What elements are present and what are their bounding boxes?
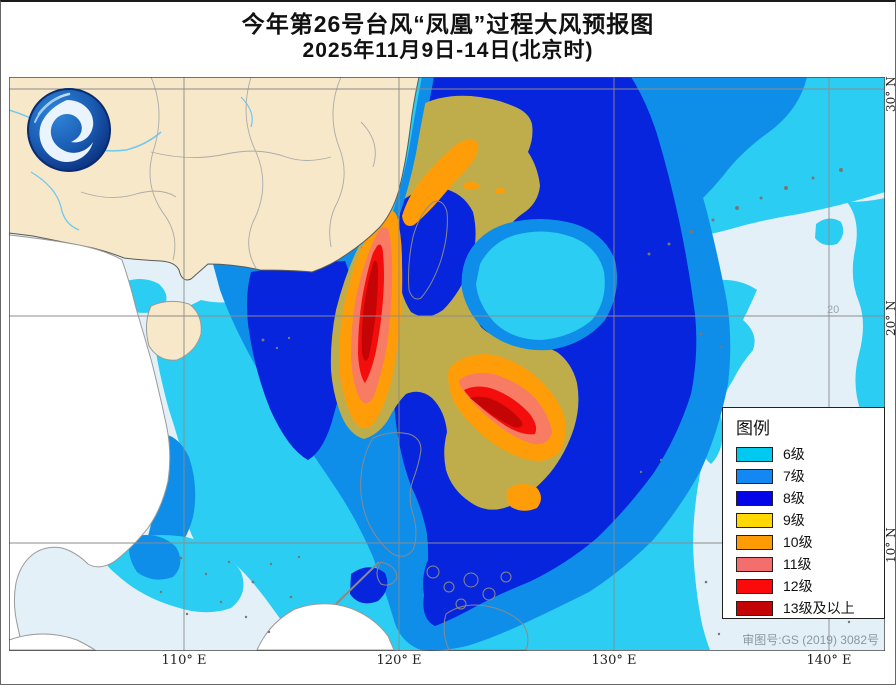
legend-swatch <box>736 512 773 528</box>
palawan-outline <box>335 561 380 605</box>
province-borders <box>80 77 376 269</box>
wind-zone-lv10-north <box>402 139 479 226</box>
wind-zone-lv13-strait <box>361 260 378 361</box>
legend-item: 12级 <box>736 575 884 597</box>
legend-title: 图例 <box>736 419 770 438</box>
wind-zone-lv10-spot <box>463 182 479 190</box>
legend-label: 6级 <box>783 446 805 462</box>
lv6-right-edge-strip <box>847 198 885 417</box>
map-legend: 图例 6级 7级 8级 9级 10级 11级 12级 13级及以上 <box>722 407 885 619</box>
lat-label-20n: 20° N <box>884 300 896 336</box>
legend-swatch <box>736 578 773 594</box>
legend-label: 7级 <box>783 468 805 484</box>
legend-item: 13级及以上 <box>736 597 884 619</box>
legend-item: 10级 <box>736 531 884 553</box>
river <box>30 171 80 231</box>
title-block: 今年第26号台风“凤凰”过程大风预报图 2025年11月9日-14日(北京时) <box>1 10 895 64</box>
wind-zone-lv7-sw-blob <box>129 534 181 580</box>
agency-logo <box>27 88 111 172</box>
legend-swatch <box>736 556 773 572</box>
legend-item: 8级 <box>736 487 884 509</box>
wind-zone-lv8-coastal <box>247 261 354 460</box>
wind-zone-lv10-spot <box>495 188 505 194</box>
legend-label: 10级 <box>783 534 813 550</box>
legend-swatch <box>736 446 773 462</box>
legend-label: 13级及以上 <box>783 600 855 616</box>
lat-label-10n: 10° N <box>884 527 896 563</box>
legend-label: 8级 <box>783 490 805 506</box>
legend-label: 9级 <box>783 512 805 528</box>
page-subtitle: 2025年11月9日-14日(北京时) <box>302 39 594 62</box>
wind-zone-lv10-spot <box>441 176 449 182</box>
mindanao-outline <box>443 604 529 651</box>
taiwan-outline <box>408 200 448 300</box>
legend-swatch <box>736 534 773 550</box>
luzon-outline <box>360 432 422 557</box>
legend-swatch <box>736 468 773 484</box>
wind-zone-lv10-spot <box>450 152 462 160</box>
legend-swatch <box>736 600 773 616</box>
legend-item: 7级 <box>736 465 884 487</box>
lon-label-120e: 120° E <box>376 653 422 668</box>
map-canvas: 20 图例 6级 7级 8级 9级 10级 11级 12级 13级及以上 审图号:GS (20… <box>9 77 885 651</box>
wind-zone-lv13-luzon <box>470 396 523 428</box>
legend-label: 12级 <box>783 578 813 594</box>
indochina-land <box>9 234 171 651</box>
malay-coast <box>9 633 97 651</box>
legend-rows: 6级 7级 8级 9级 10级 11级 12级 13级及以上 <box>736 443 884 619</box>
wind-zone-lv8-south1 <box>423 547 495 617</box>
page-title: 今年第26号台风“凤凰”过程大风预报图 <box>241 11 655 37</box>
lon-label-140e: 140° E <box>806 653 852 668</box>
river <box>240 96 253 128</box>
inline-lat-label: 20 <box>827 304 839 316</box>
lv6-pocket-inner <box>476 231 605 340</box>
lon-label-130e: 130° E <box>591 653 637 668</box>
lon-label-110e: 110° E <box>161 653 207 668</box>
legend-label: 11级 <box>783 556 812 572</box>
legend-swatch <box>736 490 773 506</box>
mindoro-outline <box>376 561 398 586</box>
legend-item: 11级 <box>736 553 884 575</box>
wind-zone-lv8-south2 <box>350 567 388 604</box>
island-outlines <box>335 200 529 651</box>
wind-zone-lv10-tail <box>506 484 541 511</box>
borneo-land <box>256 603 395 651</box>
legend-item: 9级 <box>736 509 884 531</box>
lat-label-30n: 30° N <box>884 76 896 112</box>
legend-item: 6级 <box>736 443 884 465</box>
map-approval-number: 审图号:GS (2019) 3082号 <box>742 633 879 647</box>
